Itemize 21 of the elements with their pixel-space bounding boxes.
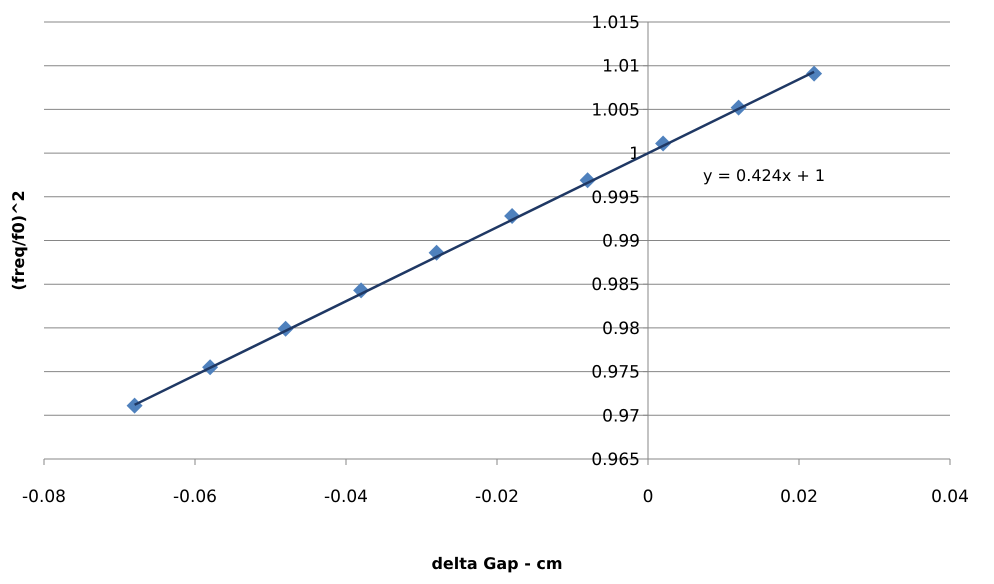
y-tick-label: 0.97	[602, 406, 640, 426]
y-tick-label: 0.98	[602, 318, 640, 339]
x-tick-label: -0.02	[475, 487, 519, 507]
y-tick-label: 1.015	[591, 12, 640, 33]
y-tick-label: 1.005	[591, 100, 640, 120]
point	[126, 398, 143, 414]
y-tick-label: 0.995	[591, 188, 640, 208]
y-tick-label: 0.99	[602, 231, 640, 252]
x-tick-label: -0.08	[22, 487, 66, 507]
y-tick-label: 1.01	[602, 56, 640, 77]
x-tick-label: 0	[642, 487, 654, 507]
x-axis-title: delta Gap - cm	[431, 554, 563, 573]
y-axis-title: (freq/f0)^2	[9, 190, 28, 291]
x-tick-label: -0.04	[324, 487, 368, 507]
y-tick-label: 0.965	[591, 450, 640, 470]
x-tick-label: -0.06	[173, 487, 217, 507]
y-tick-label: 0.975	[591, 362, 640, 383]
y-tick-label: 0.985	[591, 275, 640, 296]
x-tick-label: 0.02	[780, 487, 818, 507]
x-tick-label: 0.04	[931, 487, 969, 507]
annotation: y = 0.424x + 1	[703, 166, 826, 186]
